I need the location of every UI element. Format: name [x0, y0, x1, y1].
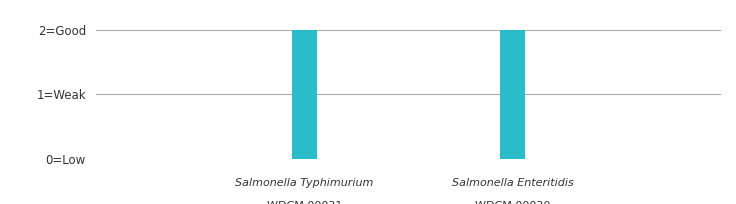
Bar [291, 30, 316, 159]
Bar [500, 30, 526, 159]
Text: Salmonella Enteritidis: Salmonella Enteritidis [452, 178, 573, 188]
Text: WDCM 00030: WDCM 00030 [475, 201, 551, 204]
Text: WDCM 00031: WDCM 00031 [266, 201, 342, 204]
Text: Salmonella Typhimurium: Salmonella Typhimurium [235, 178, 373, 188]
